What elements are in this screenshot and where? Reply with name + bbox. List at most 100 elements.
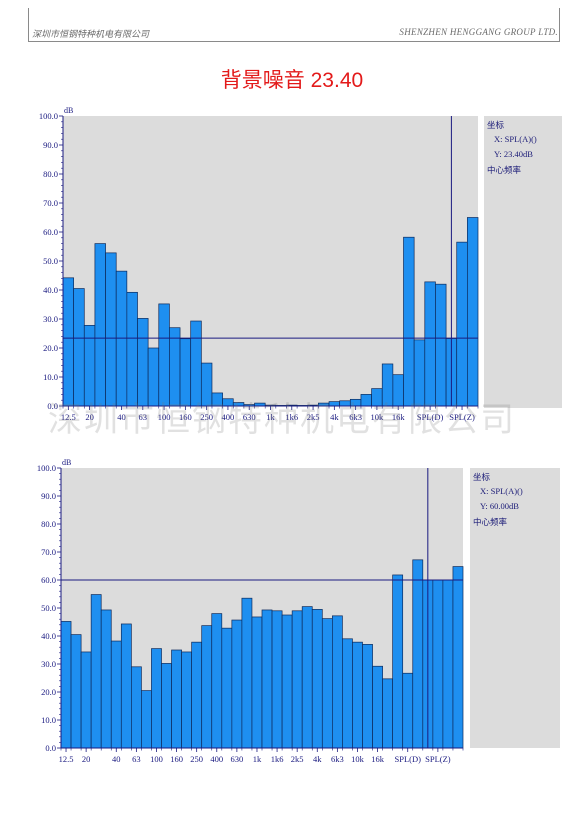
- bar[interactable]: [352, 641, 363, 749]
- y-tick-label: 80.0: [41, 519, 56, 529]
- cursor-info-x-2: X: SPL(A)(): [480, 486, 523, 496]
- bar[interactable]: [392, 574, 404, 749]
- x-tick-label: 1k: [266, 412, 275, 422]
- bar[interactable]: [412, 559, 424, 749]
- bar[interactable]: [241, 597, 253, 749]
- bar[interactable]: [452, 566, 464, 749]
- y-tick-label: 10.0: [43, 372, 58, 382]
- x-tick-label: SPL(Z): [425, 754, 451, 764]
- bar[interactable]: [271, 610, 283, 749]
- bar[interactable]: [301, 606, 313, 749]
- bar[interactable]: [105, 252, 117, 407]
- y-unit-label: dB: [62, 458, 71, 467]
- bar[interactable]: [161, 663, 172, 749]
- x-tick-label: 2k5: [307, 412, 320, 422]
- bar[interactable]: [181, 651, 193, 749]
- bar[interactable]: [158, 303, 170, 407]
- x-tick-label: 10k: [351, 754, 365, 764]
- bar[interactable]: [372, 665, 383, 749]
- background-noise-chart[interactable]: dB 0.0 10.0 20.0 30.0 40.0 50.0 60.0 70.0 80.0 90.…: [0, 100, 584, 430]
- bar[interactable]: [221, 627, 233, 749]
- page-title: 背景噪音 23.40: [220, 69, 364, 92]
- bar[interactable]: [402, 672, 414, 749]
- bar[interactable]: [424, 281, 436, 407]
- x-tick-label: 630: [243, 412, 256, 422]
- bar[interactable]: [231, 619, 243, 749]
- x-tick-label: 16k: [371, 754, 385, 764]
- bar[interactable]: [100, 609, 112, 749]
- bar[interactable]: [73, 288, 85, 407]
- bar[interactable]: [62, 277, 74, 407]
- bar[interactable]: [291, 610, 303, 749]
- bar[interactable]: [110, 640, 122, 749]
- bar[interactable]: [151, 648, 162, 749]
- bar[interactable]: [131, 666, 142, 749]
- bar[interactable]: [251, 616, 263, 749]
- bar[interactable]: [141, 690, 152, 749]
- bar[interactable]: [70, 634, 82, 749]
- bar[interactable]: [120, 623, 132, 749]
- x-tick-label: 100: [150, 754, 163, 764]
- bar[interactable]: [90, 594, 102, 749]
- header-right-rule: [559, 8, 560, 41]
- bar[interactable]: [442, 579, 454, 749]
- header-company-cn: 深圳市恒钢特种机电有限公司: [32, 29, 150, 39]
- y-tick-label: 70.0: [43, 198, 58, 208]
- y-tick-label: 50.0: [43, 256, 58, 266]
- x-tick-label: 63: [132, 754, 141, 764]
- bar[interactable]: [126, 291, 138, 407]
- y-tick-label: 60.0: [41, 575, 56, 585]
- bar[interactable]: [201, 625, 213, 749]
- bar[interactable]: [456, 241, 468, 407]
- bar[interactable]: [94, 243, 106, 407]
- bar[interactable]: [467, 217, 479, 407]
- bar[interactable]: [342, 638, 353, 749]
- bar[interactable]: [332, 615, 343, 749]
- x-tick-label: 20: [82, 754, 91, 764]
- x-tick-label: 1k6: [271, 754, 284, 764]
- cursor-info-y-1: Y: 23.40dB: [494, 149, 533, 159]
- header-divider: [28, 41, 560, 42]
- bar[interactable]: [435, 283, 447, 407]
- x-tick-label: 2k5: [291, 754, 304, 764]
- y-unit-label: dB: [64, 106, 73, 115]
- bar[interactable]: [311, 609, 323, 749]
- y-tick-label: 40.0: [43, 285, 58, 295]
- y-tick-label: 90.0: [41, 491, 56, 501]
- measurement-chart[interactable]: dB 0.0 10.0 20.0 30.0 40.0 50.0 60.0 70.0 80.0 90.…: [0, 452, 584, 782]
- x-tick-label: SPL(Z): [449, 412, 475, 422]
- bar[interactable]: [382, 678, 394, 749]
- y-tick-label: 100.0: [37, 463, 56, 473]
- bar[interactable]: [211, 613, 223, 749]
- bar[interactable]: [403, 236, 415, 407]
- x-tick-label: 250: [200, 412, 213, 422]
- x-tick-label: 12.5: [61, 412, 76, 422]
- x-tick-label: 6k3: [331, 754, 344, 764]
- cursor-info-title-1: 坐标: [487, 120, 505, 130]
- x-tick-label: 12.5: [59, 754, 74, 764]
- y-tick-label: 50.0: [41, 603, 56, 613]
- bar[interactable]: [362, 644, 373, 749]
- bar[interactable]: [60, 621, 72, 749]
- x-tick-label: 1k6: [285, 412, 298, 422]
- cursor-info-title-2: 坐标: [473, 472, 491, 482]
- x-tick-label: SPL(D): [394, 754, 421, 764]
- bar[interactable]: [321, 618, 333, 749]
- bar[interactable]: [261, 609, 273, 749]
- bar[interactable]: [80, 651, 92, 749]
- bar[interactable]: [281, 614, 293, 749]
- bar[interactable]: [432, 579, 444, 749]
- x-tick-label: 100: [158, 412, 171, 422]
- cursor-info-foot-2: 中心频率: [473, 517, 508, 527]
- x-tick-label: 4k: [313, 754, 322, 764]
- y-tick-label: 20.0: [41, 687, 56, 697]
- cursor-info-x-1: X: SPL(A)(): [494, 134, 537, 144]
- y-tick-label: 70.0: [41, 547, 56, 557]
- x-tick-label: 160: [179, 412, 192, 422]
- bar[interactable]: [191, 641, 203, 749]
- x-tick-label: 6k3: [349, 412, 362, 422]
- x-tick-label: 40: [117, 412, 126, 422]
- x-tick-label: 400: [222, 412, 235, 422]
- bar[interactable]: [171, 649, 182, 749]
